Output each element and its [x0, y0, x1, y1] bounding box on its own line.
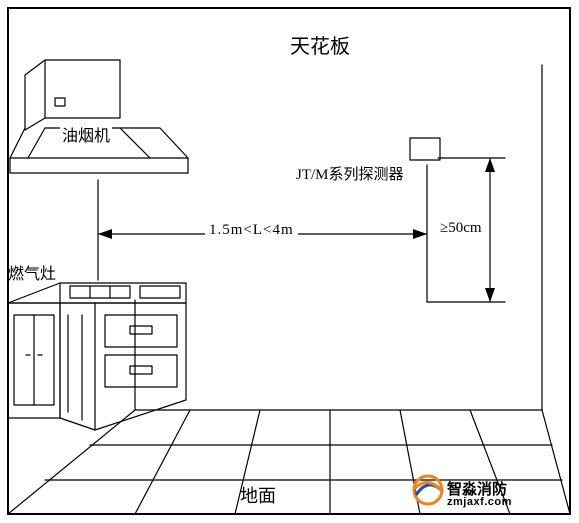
- arrow-down: [485, 288, 495, 302]
- floor-tile-line: [135, 410, 190, 514]
- dim-horizontal-label: 1.5m<L<4m: [205, 222, 298, 239]
- hood-body: [45, 60, 120, 118]
- hood-canopy-edge: [28, 128, 45, 158]
- arrow-up: [485, 158, 495, 172]
- diagram-canvas: 天花板 油烟机 燃气灶 JT/M系列探测器 1.5m<L<4m ≥50cm 地面…: [0, 0, 579, 523]
- floor-right-edge: [542, 410, 570, 514]
- cabinet-right-outline: [60, 303, 186, 430]
- label-floor: 地面: [240, 482, 276, 508]
- arrow-left: [98, 229, 112, 239]
- hood-side: [25, 60, 45, 75]
- stove-top: [70, 286, 130, 298]
- drawer-handle: [130, 366, 152, 374]
- outer-frame: [8, 8, 570, 514]
- hood-side: [25, 118, 45, 130]
- label-stove: 燃气灶: [8, 260, 56, 284]
- label-hood: 油烟机: [60, 122, 112, 146]
- drawer-1: [105, 315, 177, 347]
- drawer-2: [105, 355, 177, 387]
- detector-box: [410, 138, 440, 160]
- watermark-url: zmjaxf.com: [447, 496, 512, 508]
- drawer-handle: [130, 326, 152, 334]
- hood-knob: [55, 98, 65, 106]
- stove-top2: [140, 286, 180, 298]
- hood-canopy-edge: [120, 128, 150, 158]
- label-detector: JT/M系列探测器: [296, 163, 404, 184]
- diagram-svg: [0, 0, 579, 523]
- floor-left-edge: [8, 410, 135, 514]
- label-ceiling: 天花板: [290, 30, 350, 59]
- dim-vertical-label: ≥50cm: [438, 220, 484, 237]
- arrow-right: [413, 229, 427, 239]
